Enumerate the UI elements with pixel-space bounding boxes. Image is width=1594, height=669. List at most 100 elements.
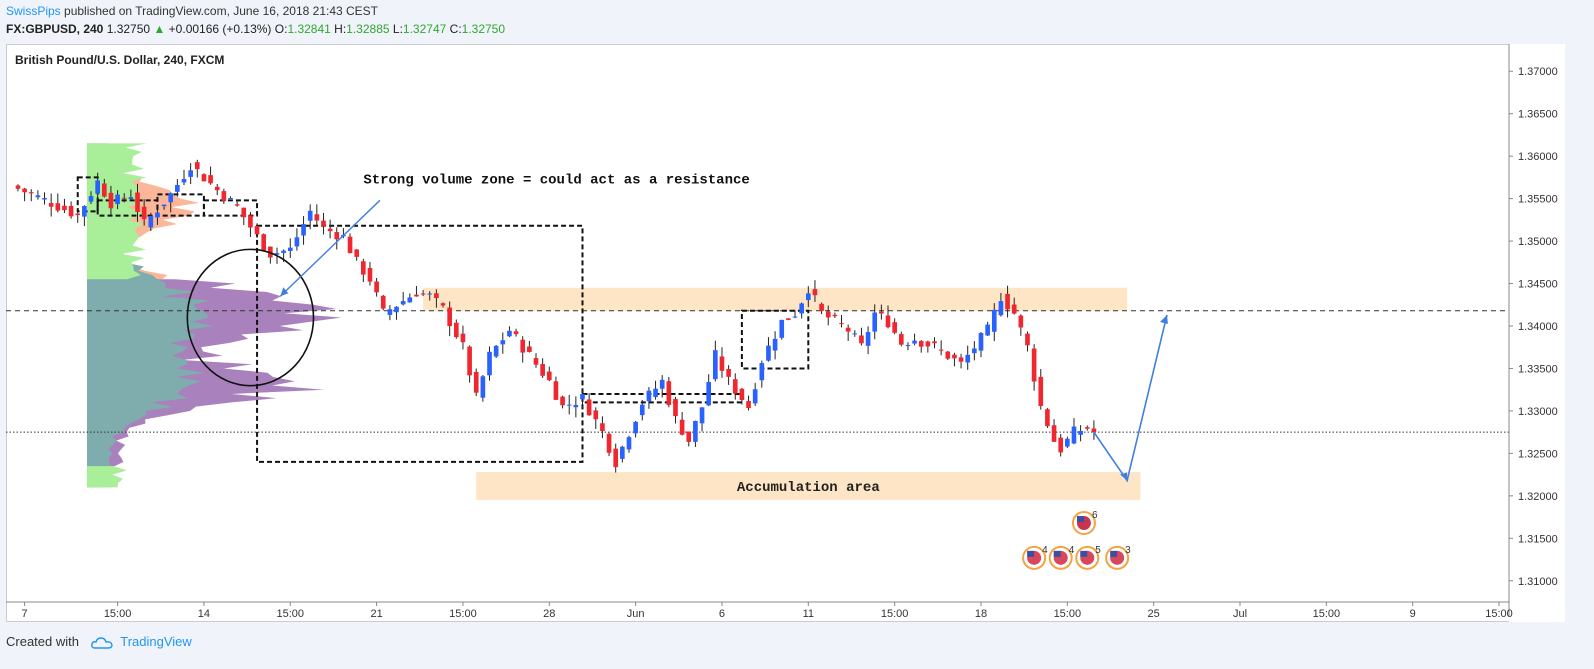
event-flag-canton [1027,550,1035,557]
highlight-zone [476,472,1141,501]
candle-body [679,419,685,435]
candle-body [600,423,605,432]
us-flag-event-icon[interactable]: 4 [1048,545,1075,570]
candle-body [892,322,897,333]
candle-body [407,297,413,303]
candle-body [168,193,174,203]
price-chart[interactable]: Accumulation area 1.341801.32750 Strong … [6,44,1565,622]
time-tick-label: 11 [803,608,814,620]
tradingview-link[interactable]: TradingView [120,634,192,649]
candle-body [420,293,426,295]
projection-arrow-head [1120,472,1128,481]
candle-body [819,303,824,311]
symbol-label: FX:GBPUSD, 240 [6,22,104,36]
candle-body [779,319,785,338]
candle-body [208,175,213,184]
candle-body [414,294,419,297]
candle-body [546,371,552,381]
candle-body [453,322,459,338]
uk-flag-event-icon[interactable]: 6 [1071,510,1098,536]
candle-body [82,206,87,217]
us-flag-event-icon[interactable]: 5 [1075,545,1101,570]
candle-body [301,224,306,236]
candle-body [480,376,486,398]
event-count-label: 5 [1095,545,1101,556]
candle-body [1071,426,1077,444]
dashed-box [202,199,259,217]
candle-body [221,191,227,201]
time-tick-label: 7 [22,608,28,620]
candle-body [527,346,532,352]
candle-body [42,197,47,200]
time-tick-label: 15:00 [104,608,132,620]
candle-body [148,216,154,228]
candle-body [938,349,944,351]
candle-body [991,309,997,332]
candle-body [440,303,446,306]
dashed-box [740,309,810,370]
candle-body [732,379,738,394]
candle-body [573,404,579,408]
candle-body [792,316,798,318]
candle-body [859,335,864,344]
candle-body [706,382,712,406]
candle-body [799,303,804,314]
candle-body [15,185,21,189]
candle-body [772,338,778,351]
event-flag-canton [1080,550,1088,557]
candle-body [620,446,625,459]
candle-body [48,203,54,207]
price-tick-label: 1.32000 [1518,491,1558,503]
candle-body [214,186,220,191]
candle-body [533,358,539,365]
candle-body [1038,376,1044,407]
publish-info: SwissPips published on TradingView.com, … [6,4,378,18]
price-tick-label: 1.36000 [1518,151,1558,163]
close-label: C: [449,22,462,36]
time-tick-label: 14 [198,608,210,620]
candle-body [932,341,937,344]
chart-panel [6,44,1565,622]
time-tick-label: Jun [627,608,645,620]
candle-body [234,204,240,206]
candle-body [659,379,665,389]
candle-body [912,340,917,344]
candle-body [473,371,479,393]
candle-body [540,364,545,376]
time-tick-label: 9 [1410,608,1416,620]
candle-body [467,346,472,376]
event-count-label: 3 [1125,545,1131,556]
volume-zone-circle [186,248,315,387]
price-axis[interactable] [1509,44,1565,622]
price-tick-label: 1.32500 [1518,448,1558,460]
price-tick-label: 1.34500 [1518,279,1558,291]
candle-body [347,236,353,254]
price-tick-label: 1.36500 [1518,109,1558,121]
author-link[interactable]: SwissPips [6,4,61,18]
candle-body [985,324,990,336]
candle-body [845,327,851,332]
candle-body [1045,409,1050,427]
candle-body [188,170,193,177]
candle-body [1084,427,1090,429]
us-flag-event-icon[interactable]: 3 [1105,545,1131,570]
candle-body [686,431,692,442]
candle-body [998,301,1004,316]
candle-body [434,293,439,299]
time-tick-label: 25 [1148,608,1160,620]
candle-body [314,214,320,221]
zone-label: Accumulation area [737,480,880,496]
candle-body [646,390,652,402]
candle-body [248,215,253,228]
candle-body [274,253,280,255]
open-label: O: [274,22,288,36]
candle-body [832,314,838,317]
price-tick-label: 1.31000 [1518,576,1558,588]
event-flag-canton [1053,550,1061,557]
candle-body [307,210,313,221]
candle-body [228,197,233,199]
event-count-label: 6 [1092,510,1098,521]
candle-body [520,339,526,353]
candle-body [925,341,931,347]
us-flag-event-icon[interactable]: 4 [1022,545,1048,570]
